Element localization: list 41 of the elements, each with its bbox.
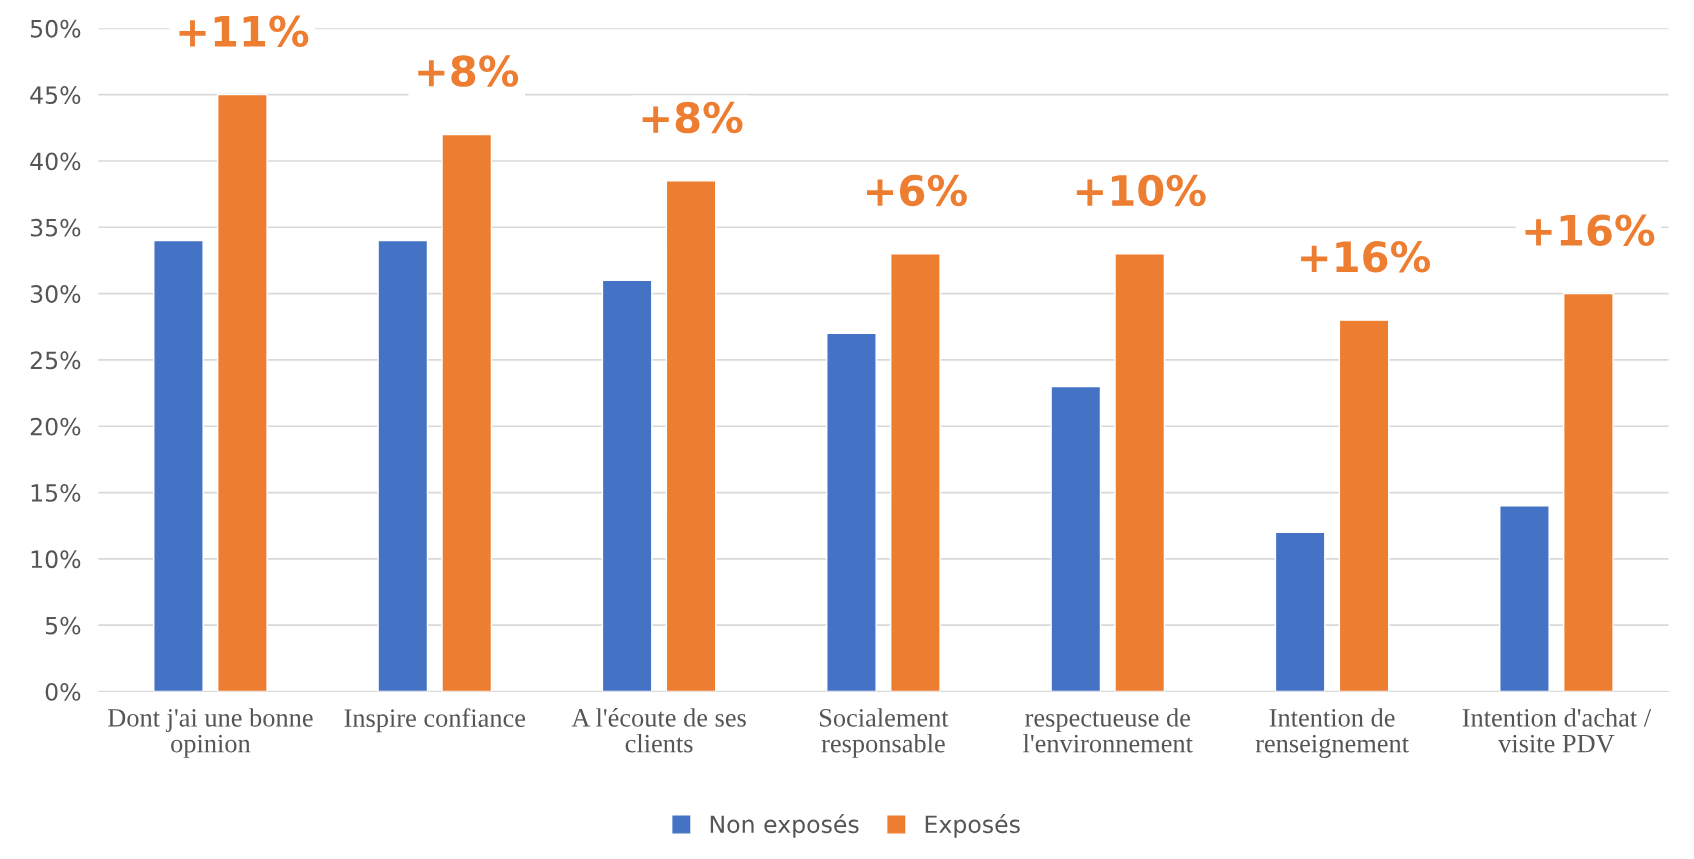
y-tick-label: 45% xyxy=(30,86,81,104)
bar xyxy=(601,279,653,692)
bar xyxy=(441,133,493,692)
x-tick-label: A l'écoute de ses clients xyxy=(571,708,746,753)
bar xyxy=(153,239,204,692)
annotation: +8% xyxy=(418,55,519,87)
bar xyxy=(665,180,717,692)
y-tick-label: 20% xyxy=(30,417,81,436)
annotation: +11% xyxy=(179,15,309,48)
bar xyxy=(377,239,429,692)
x-tick-label: Intention de renseignement xyxy=(1255,708,1409,758)
bar xyxy=(1274,531,1326,692)
y-tick-label: 15% xyxy=(31,484,81,502)
y-tick-label: 10% xyxy=(31,550,81,569)
x-tick-label: Intention d'achat / visite PDV xyxy=(1462,708,1652,753)
x-tick-label: respectueuse de l'environnement xyxy=(1023,708,1193,753)
bar xyxy=(1499,505,1550,692)
annotation: +16% xyxy=(1525,214,1655,247)
annotation: +16% xyxy=(1301,241,1431,273)
x-tick-label: Inspire confiance xyxy=(344,708,526,733)
bar xyxy=(1114,253,1166,692)
legend-label: Non exposés xyxy=(710,813,859,838)
annotation: +10% xyxy=(1076,174,1206,207)
y-tick-label: 40% xyxy=(30,152,81,171)
bar xyxy=(1050,385,1102,692)
bar xyxy=(217,93,268,692)
bar xyxy=(890,253,941,692)
bar xyxy=(826,332,877,692)
y-tick-label: 50% xyxy=(30,19,81,38)
y-tick-label: 5% xyxy=(45,616,81,635)
x-tick-label: Socialement responsable xyxy=(819,708,949,758)
bar xyxy=(1338,319,1390,692)
annotation: +6% xyxy=(866,174,967,207)
legend-label: Exposés xyxy=(925,813,1020,838)
y-tick-label: 0% xyxy=(45,682,81,701)
y-tick-label: 35% xyxy=(30,218,81,237)
annotation: +8% xyxy=(642,101,743,134)
x-tick-label: Dont j'ai une bonne opinion xyxy=(108,708,313,758)
bar xyxy=(1563,292,1614,692)
y-tick-label: 30% xyxy=(30,285,81,303)
y-tick-label: 25% xyxy=(30,351,81,370)
